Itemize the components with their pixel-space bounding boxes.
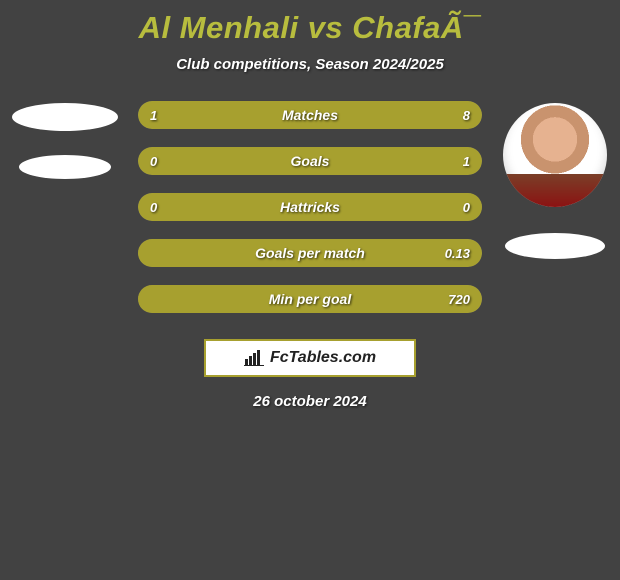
stat-row: Goals per match0.13 bbox=[138, 239, 482, 267]
comparison-card: Al Menhali vs ChafaÃ¯ Club competitions,… bbox=[0, 0, 620, 410]
player-right-avatar bbox=[503, 103, 607, 207]
stat-row: 1Matches8 bbox=[138, 101, 482, 129]
stat-row: Min per goal720 bbox=[138, 285, 482, 313]
player-left-column bbox=[0, 101, 130, 179]
stat-fill-right bbox=[159, 147, 482, 175]
brand-badge[interactable]: FcTables.com bbox=[204, 339, 416, 377]
stat-fill-left bbox=[138, 101, 179, 129]
page-subtitle: Club competitions, Season 2024/2025 bbox=[0, 56, 620, 101]
player-right-column bbox=[490, 101, 620, 259]
comparison-grid: 1Matches8 0Goals1 0Hattricks0 Goals per mat… bbox=[0, 101, 620, 313]
stat-row: 0Goals1 bbox=[138, 147, 482, 175]
page-title: Al Menhali vs ChafaÃ¯ bbox=[0, 8, 620, 56]
stat-fill-right bbox=[138, 285, 482, 313]
stat-fill-right bbox=[138, 239, 482, 267]
stat-fill-left bbox=[138, 147, 159, 175]
player-left-avatar-placeholder bbox=[12, 103, 118, 131]
player-right-club-placeholder bbox=[505, 233, 605, 259]
player-left-club-placeholder bbox=[19, 155, 111, 179]
stat-row: 0Hattricks0 bbox=[138, 193, 482, 221]
stat-fill-right bbox=[179, 101, 482, 129]
brand-text: FcTables.com bbox=[270, 349, 376, 367]
stats-bars: 1Matches8 0Goals1 0Hattricks0 Goals per mat… bbox=[130, 101, 490, 313]
stat-fill-left bbox=[138, 193, 482, 221]
bar-chart-icon bbox=[244, 350, 264, 366]
snapshot-date: 26 october 2024 bbox=[0, 393, 620, 410]
